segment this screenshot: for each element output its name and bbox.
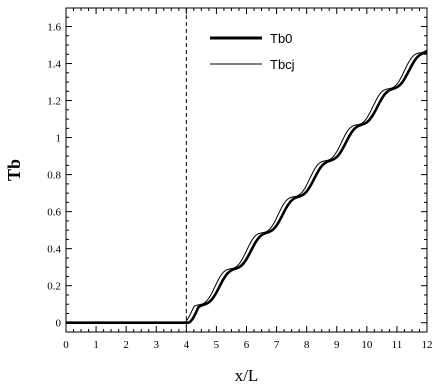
x-tick-label: 4 <box>184 339 190 351</box>
x-tick-label: 8 <box>304 339 310 351</box>
x-tick-label: 12 <box>422 339 433 351</box>
legend: Tb0 Tbcj <box>210 31 295 72</box>
y-axis-title: Tb <box>4 159 24 181</box>
x-tick-label: 11 <box>392 339 403 351</box>
y-tick-label: 0.4 <box>47 244 61 256</box>
series-line-tb0 <box>66 50 428 324</box>
y-tick-label: 0.6 <box>47 207 61 219</box>
x-tick-label: 0 <box>63 339 69 351</box>
y-tick-label: 0 <box>56 318 62 330</box>
legend-label-tb0: Tb0 <box>270 31 292 46</box>
lines-layer <box>66 8 428 332</box>
y-tick-label: 1.6 <box>47 22 61 34</box>
x-tick-label: 7 <box>274 339 280 351</box>
y-tick-label: 1 <box>56 133 62 145</box>
legend-label-tbcj: Tbcj <box>270 57 295 72</box>
x-tick-label: 9 <box>334 339 340 351</box>
y-tick-label: 1.2 <box>47 96 61 108</box>
x-tick-label: 3 <box>154 339 160 351</box>
x-tick-label: 5 <box>214 339 220 351</box>
x-tick-label: 6 <box>244 339 250 351</box>
plot-frame <box>65 7 428 333</box>
x-tick-label: 1 <box>93 339 99 351</box>
x-axis-title: x/L <box>235 366 259 385</box>
series-line-tbcj <box>66 49 428 324</box>
x-tick-label: 2 <box>123 339 129 351</box>
x-tick-label: 10 <box>361 339 373 351</box>
y-tick-label: 0.8 <box>47 170 61 182</box>
y-tick-label: 1.4 <box>47 59 61 71</box>
y-tick-label: 0.2 <box>47 281 61 293</box>
